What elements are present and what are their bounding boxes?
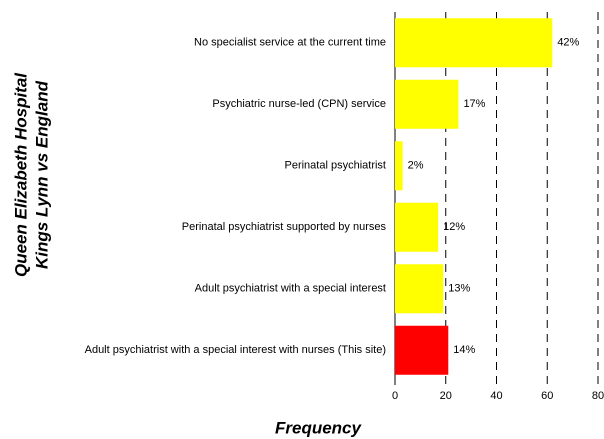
data-label: 13%	[448, 283, 470, 295]
data-label: 12%	[443, 221, 465, 233]
bar	[395, 18, 553, 68]
data-label: 42%	[557, 37, 579, 49]
data-label: 2%	[408, 160, 424, 172]
y-tick-label: No specialist service at the current tim…	[194, 37, 386, 49]
y-tick-label: Adult psychiatrist with a special intere…	[195, 283, 386, 295]
y-tick-label: Perinatal psychiatrist supported by nurs…	[182, 221, 387, 233]
x-tick-label: 60	[541, 390, 553, 402]
bar	[395, 141, 403, 191]
data-label: 17%	[463, 98, 485, 110]
bar	[395, 325, 449, 375]
x-tick-label: 20	[440, 390, 452, 402]
bar	[395, 202, 439, 252]
bar	[395, 79, 459, 129]
x-tick-label: 0	[392, 390, 398, 402]
x-axis-title: Frequency	[275, 418, 363, 437]
x-tick-label: 40	[490, 390, 502, 402]
bar	[395, 264, 444, 314]
y-tick-label: Psychiatric nurse-led (CPN) service	[212, 98, 386, 110]
data-label: 14%	[453, 344, 475, 356]
x-tick-label: 80	[592, 390, 604, 402]
y-tick-label: Perinatal psychiatrist	[285, 160, 387, 172]
y-tick-label: Adult psychiatrist with a special intere…	[85, 344, 386, 356]
y-axis-title: Queen Elizabeth Hospital Kings Lynn vs E…	[11, 72, 51, 277]
y-axis-title-line: Kings Lynn vs England	[32, 80, 51, 269]
y-axis-title-line: Queen Elizabeth Hospital	[11, 72, 30, 277]
